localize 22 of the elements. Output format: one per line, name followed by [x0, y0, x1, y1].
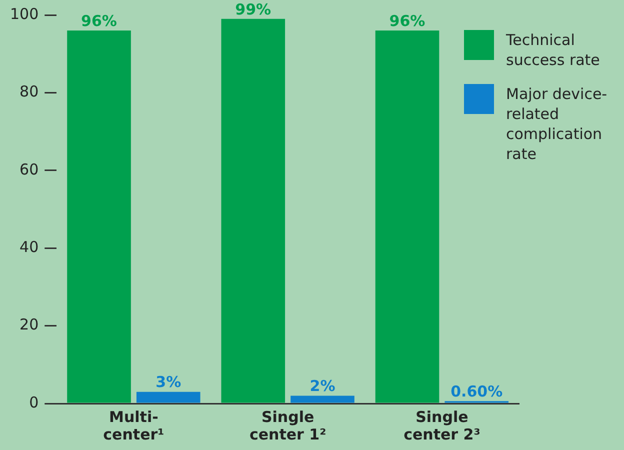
data-label: 99% [235, 0, 272, 18]
bar [375, 30, 440, 403]
bar [67, 30, 131, 403]
bar [290, 396, 354, 403]
x-tick-label: Single center 2³ [404, 408, 480, 444]
y-tick-label: 100 [10, 4, 39, 23]
data-label: 0.60% [450, 382, 503, 401]
legend-label: Major device-related complication rate [506, 84, 608, 164]
y-tick-label: 60 [20, 160, 39, 178]
bar [221, 18, 286, 403]
x-tick-label: Multi-center¹ [103, 408, 164, 444]
data-label: 96% [81, 12, 117, 30]
y-tick-label: 80 [20, 82, 39, 101]
y-tick-label: 20 [20, 316, 39, 334]
y-tick-label: 0 [29, 393, 39, 412]
bar [136, 392, 200, 403]
legend-label: Technical success rate [506, 30, 601, 70]
x-tick-label: Single center 1² [249, 408, 326, 444]
y-tick-label: 40 [20, 238, 39, 256]
data-label: 2% [310, 377, 336, 396]
data-label: 3% [156, 373, 182, 392]
data-label: 96% [389, 12, 426, 30]
